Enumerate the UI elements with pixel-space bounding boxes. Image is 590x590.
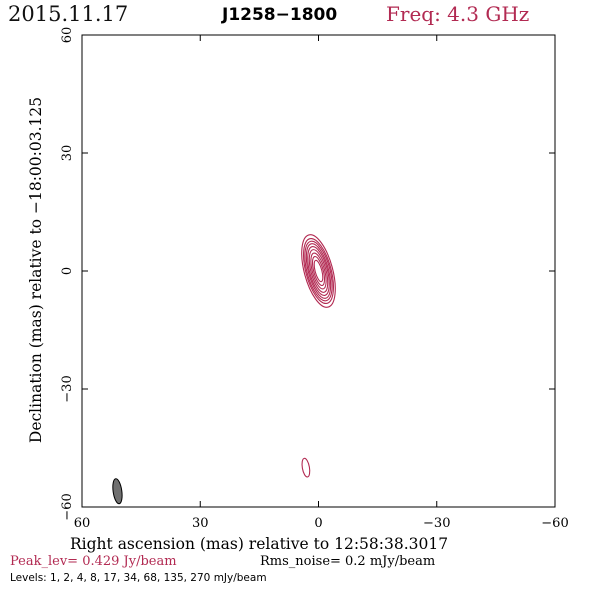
- contour-level: [310, 252, 327, 290]
- y-tick-label: −60: [60, 493, 75, 520]
- contour-level: [301, 234, 336, 308]
- header-source-name: J1258−1800: [222, 5, 338, 25]
- peak-level: Peak_lev= 0.429 Jy/beam: [10, 554, 177, 569]
- header-date: 2015.11.17: [8, 2, 129, 26]
- contour-level: [308, 249, 329, 293]
- contour-level: [313, 259, 324, 283]
- secondary-component-contour: [301, 457, 311, 478]
- x-tick-label: 0: [314, 516, 322, 531]
- contour-levels: Levels: 1, 2, 4, 8, 17, 34, 68, 135, 270…: [10, 572, 267, 584]
- x-tick-label: 60: [74, 516, 91, 531]
- x-tick-label: −30: [423, 516, 450, 531]
- contour-level: [307, 246, 330, 296]
- contour-level: [305, 243, 332, 299]
- x-tick-label: −60: [541, 516, 568, 531]
- plot-frame: [81, 34, 556, 508]
- x-tick-label: 30: [192, 516, 209, 531]
- y-tick-label: 60: [60, 27, 75, 44]
- y-axis-label: Declination (mas) relative to −18:00:03.…: [27, 97, 45, 443]
- y-tick-label: 0: [60, 267, 75, 275]
- y-tick-label: 30: [60, 145, 75, 162]
- y-tick-label: −30: [60, 375, 75, 402]
- x-axis-label: Right ascension (mas) relative to 12:58:…: [70, 535, 449, 553]
- contour-level: [303, 237, 334, 305]
- contour-level: [304, 240, 333, 302]
- contour-level: [311, 255, 326, 287]
- beam-ellipse: [112, 478, 123, 505]
- header-frequency: Freq: 4.3 GHz: [386, 2, 530, 26]
- rms-noise: Rms_noise= 0.2 mJy/beam: [260, 554, 436, 569]
